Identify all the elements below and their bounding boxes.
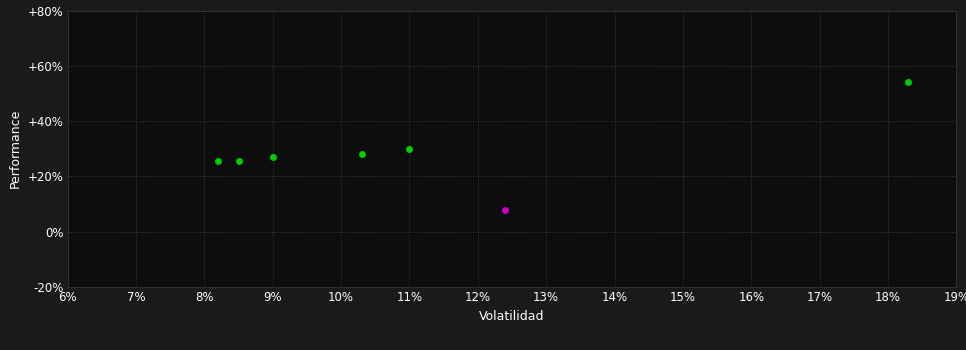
Point bbox=[211, 159, 226, 164]
Point bbox=[354, 152, 369, 157]
Point bbox=[497, 207, 513, 212]
X-axis label: Volatilidad: Volatilidad bbox=[479, 310, 545, 323]
Point bbox=[900, 79, 916, 85]
Point bbox=[265, 154, 280, 160]
Y-axis label: Performance: Performance bbox=[9, 109, 22, 188]
Point bbox=[402, 146, 417, 152]
Point bbox=[231, 159, 246, 164]
